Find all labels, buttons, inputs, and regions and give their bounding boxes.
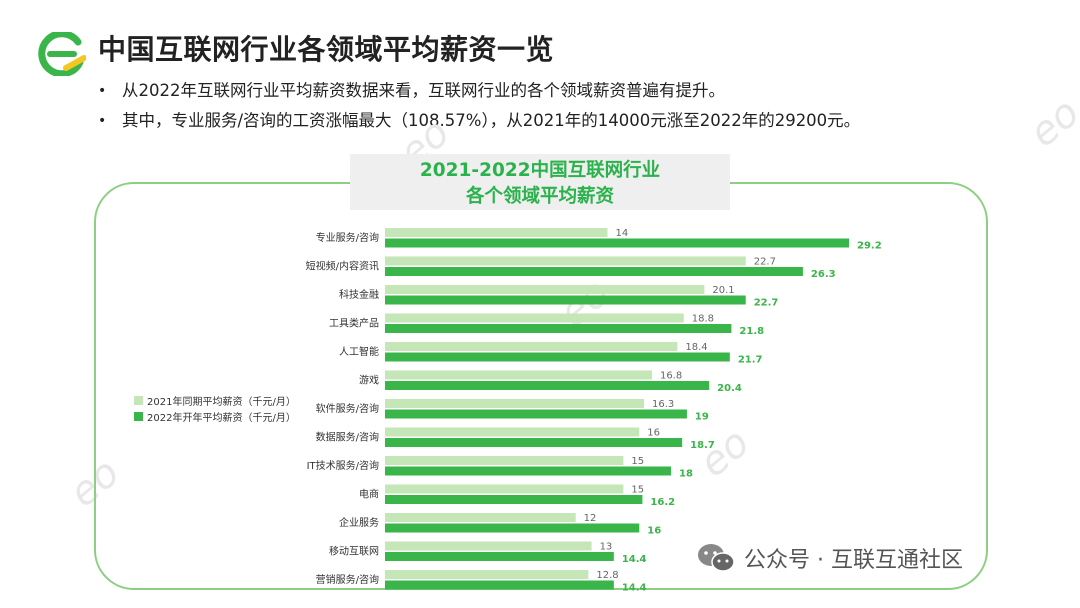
bar-2022 [385,523,640,533]
legend-item-2021: 2021年同期平均薪资（千元/月） [134,392,296,408]
bar-2022 [385,238,849,248]
legend-label-2021: 2021年同期平均薪资（千元/月） [147,396,296,408]
bar-2021 [385,342,678,351]
chart-title-line2: 各个领域平均薪资 [465,186,614,207]
value-label-2022: 21.7 [738,355,763,366]
value-label-2021: 16.8 [660,371,682,382]
bar-2021 [385,399,645,408]
value-label-2021: 15 [631,485,644,496]
category-tick-label: 软件服务/咨询 [316,402,379,415]
legend-swatch-light [134,395,143,405]
value-label-2021: 16 [647,428,660,439]
bar-2022 [385,495,643,504]
bar-2022 [385,352,730,362]
value-label-2021: 12 [584,513,597,524]
bar-2022 [385,552,614,561]
value-label-2021: 13 [600,542,613,553]
category-tick-label: IT技术服务/咨询 [307,459,379,472]
bar-2021 [385,370,652,380]
watermark-text: 公众号 · 互联互通社区 [744,548,963,573]
value-label-2021: 18.4 [685,342,707,353]
chart-title: 2021-2022中国互联网行业 各个领域平均薪资 [350,154,730,210]
bar-2021 [385,541,592,551]
bar-2021 [385,285,705,294]
bar-2021 [385,228,608,237]
bar-2021 [385,570,589,579]
bar-2021 [385,256,746,266]
category-tick-label: 专业服务/咨询 [316,231,379,244]
legend-item-2022: 2022年开年平均薪资（千元/月） [134,408,296,424]
category-tick-label: 短视频/内容资讯 [306,260,379,273]
bar-2022 [385,580,614,590]
bullet-item: 其中，专业服务/咨询的工资涨幅最大（108.57%），从2021年的14000元… [96,106,860,136]
category-tick-label: 工具类产品 [329,317,379,330]
category-tick-label: 电商 [359,488,379,501]
bar-2022 [385,381,710,390]
bar-2021 [385,513,576,522]
legend-swatch-dark [134,411,143,421]
category-tick-label: 移动互联网 [329,545,379,558]
value-label-2021: 16.3 [652,399,674,410]
value-label-2022: 20.4 [717,383,742,394]
bar-2022 [385,324,732,333]
bar-2021 [385,484,624,494]
value-label-2021: 15 [631,456,644,467]
value-label-2021: 18.8 [692,314,714,325]
value-label-2022: 14.4 [622,554,647,565]
bar-2022 [385,438,683,447]
value-label-2021: 22.7 [754,257,776,268]
legend-label-2022: 2022年开年平均薪资（千元/月） [147,412,296,424]
chart-legend: 2021年同期平均薪资（千元/月） 2022年开年平均薪资（千元/月） [134,392,296,424]
wechat-icon [698,544,735,572]
chart-title-line1: 2021-2022中国互联网行业 [419,160,661,181]
category-tick-label: 人工智能 [339,345,379,358]
category-tick-label: 营销服务/咨询 [316,573,379,586]
wechat-watermark: 公众号 · 互联互通社区 [696,542,963,574]
value-label-2022: 21.8 [739,326,764,337]
bar-2021 [385,313,684,323]
value-label-2022: 16 [647,526,661,537]
value-label-2021: 12.8 [596,570,618,581]
category-tick-label: 游戏 [359,374,379,387]
value-label-2022: 26.3 [811,269,836,280]
category-tick-label: 科技金融 [339,288,379,301]
category-tick-label: 企业服务 [339,516,379,529]
bar-2022 [385,466,672,476]
bar-2022 [385,295,746,305]
value-label-2022: 18 [679,469,693,480]
value-label-2022: 22.7 [754,298,779,309]
brand-logo-icon [38,32,86,76]
bar-2021 [385,427,640,437]
bar-2021 [385,456,624,465]
value-label-2021: 14 [615,228,628,239]
bullet-item: 从2022年互联网行业平均薪资数据来看，互联网行业的各个领域薪资普遍有提升。 [96,76,860,106]
bullet-list: 从2022年互联网行业平均薪资数据来看，互联网行业的各个领域薪资普遍有提升。 其… [96,76,860,136]
value-label-2022: 29.2 [857,241,882,252]
value-label-2022: 14.4 [622,583,647,594]
value-label-2022: 16.2 [650,497,675,508]
category-tick-label: 数据服务/咨询 [316,431,379,444]
value-label-2022: 18.7 [690,440,715,451]
page-title: 中国互联网行业各领域平均薪资一览 [98,33,555,66]
bar-2022 [385,267,803,276]
value-label-2021: 20.1 [712,285,734,296]
value-label-2022: 19 [695,412,709,423]
bar-2022 [385,409,687,419]
